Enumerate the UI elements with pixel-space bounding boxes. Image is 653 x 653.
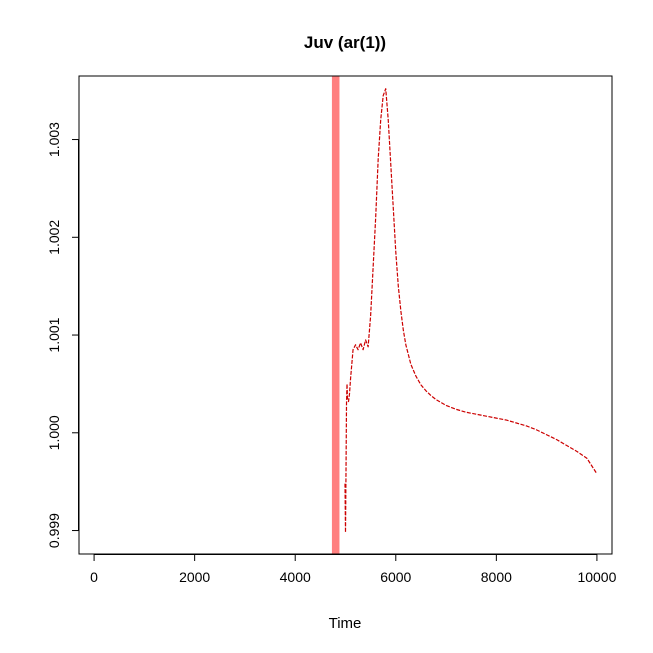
series-layer — [344, 88, 598, 534]
highlight-band-layer — [331, 76, 340, 554]
y-axis: 0.999 1.000 1.001 1.002 1.003 — [46, 122, 79, 548]
x-tick-label: 8000 — [481, 569, 512, 585]
x-axis: 0 2000 4000 6000 8000 10000 — [90, 554, 617, 585]
x-tick-label: 10000 — [577, 569, 616, 585]
x-tick-label: 6000 — [380, 569, 411, 585]
y-tick-label: 1.003 — [46, 122, 62, 157]
x-tick-label: 4000 — [280, 569, 311, 585]
chart-title: Juv (ar(1)) — [304, 33, 386, 52]
x-tick-label: 0 — [90, 569, 98, 585]
y-tick-label: 0.999 — [46, 513, 62, 548]
x-axis-label: Time — [329, 615, 362, 632]
y-tick-label: 1.002 — [46, 220, 62, 255]
y-tick-label: 1.001 — [46, 317, 62, 352]
x-tick-label: 2000 — [179, 569, 210, 585]
y-tick-label: 1.000 — [46, 415, 62, 450]
series-line-0 — [344, 88, 598, 534]
highlight-band — [331, 76, 340, 554]
